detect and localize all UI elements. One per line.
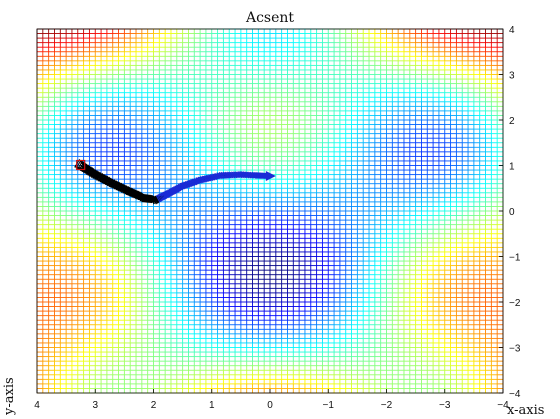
mesh-surface	[36, 28, 504, 394]
chart-title: Acsent	[245, 10, 294, 26]
